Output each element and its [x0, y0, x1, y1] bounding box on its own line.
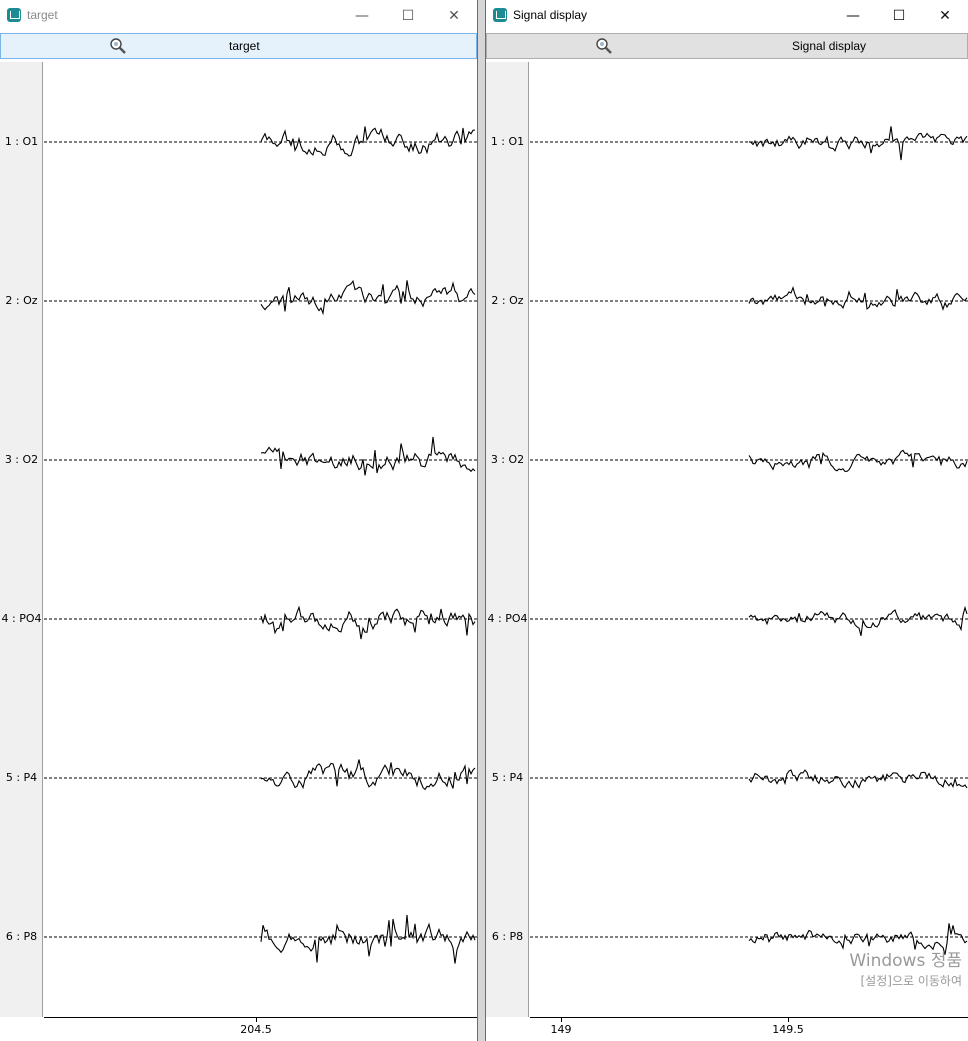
magnifier-icon	[110, 38, 126, 54]
activation-watermark-text: [설정]으로 이동하여	[860, 974, 963, 988]
channel-label: 5 : P4	[491, 771, 524, 784]
channel-label: 2 : Oz	[491, 294, 524, 307]
signal-display-window: Signal display — ☐ ✕ Signal display 1 : …	[485, 0, 968, 1041]
toolbar-label: Signal display	[792, 39, 867, 53]
signal-trace	[260, 279, 476, 316]
window-title: target	[27, 8, 58, 22]
axis-tick	[561, 1018, 562, 1022]
channel-label: 5 : P4	[5, 771, 38, 784]
zoom-toolbar-button[interactable]: target	[0, 33, 477, 59]
title-bar[interactable]: Signal display — ☐ ✕	[486, 0, 968, 31]
minimize-button[interactable]: —	[846, 7, 860, 24]
signal-trace	[748, 449, 968, 472]
window-title: Signal display	[513, 8, 588, 22]
channel-label: 1 : O1	[4, 135, 39, 148]
signal-plot[interactable]: 1 : O1 2 : Oz 3 : O2 4 : PO4 5 : P4 6 : P8 20…	[0, 62, 477, 1041]
channel-label: 4 : PO4	[1, 612, 42, 625]
title-bar[interactable]: target — ☐ ✕	[0, 0, 477, 31]
axis-tick-label: 149.5	[772, 1023, 804, 1036]
time-axis: 204.5	[44, 1017, 477, 1041]
channel-label: 3 : O2	[490, 453, 525, 466]
axis-tick	[256, 1018, 257, 1022]
signal-traces	[530, 126, 968, 955]
axis-tick-label: 149	[550, 1023, 572, 1036]
axis-tick-label: 204.5	[240, 1023, 272, 1036]
channel-label: 6 : P8	[491, 930, 524, 943]
signal-trace	[260, 436, 476, 476]
window-gap	[478, 0, 485, 1041]
channel-label-column	[0, 62, 43, 1017]
signal-trace	[748, 769, 968, 789]
channel-label: 4 : PO4	[487, 612, 528, 625]
time-axis: 149 149.5	[530, 1017, 968, 1041]
toolbar-label: target	[229, 39, 260, 53]
signal-traces	[44, 126, 477, 964]
channel-label: 1 : O1	[490, 135, 525, 148]
channel-label: 6 : P8	[5, 930, 38, 943]
minimize-button[interactable]: —	[355, 7, 369, 24]
magnifier-icon	[596, 38, 612, 54]
signal-plot[interactable]: 1 : O1 2 : Oz 3 : O2 4 : PO4 5 : P4 6 : P8 14…	[486, 62, 968, 1041]
signal-trace	[260, 759, 476, 791]
signal-trace	[748, 285, 968, 311]
zoom-toolbar-button[interactable]: Signal display	[486, 33, 968, 59]
signal-trace	[748, 923, 968, 955]
signal-trace	[260, 126, 476, 157]
axis-tick	[788, 1018, 789, 1022]
target-window: target — ☐ ✕ target 1 : O1 2 : Oz 3 : O2 4 …	[0, 0, 478, 1041]
app-icon	[493, 8, 507, 22]
channel-label: 3 : O2	[4, 453, 39, 466]
signal-trace	[748, 126, 968, 161]
close-button[interactable]: ✕	[448, 7, 460, 24]
maximize-button[interactable]: ☐	[892, 7, 906, 24]
channel-label-column	[486, 62, 529, 1017]
close-button[interactable]: ✕	[939, 7, 951, 24]
app-icon	[7, 8, 21, 22]
channel-label: 2 : Oz	[5, 294, 38, 307]
activation-watermark-title: Windows 정품	[849, 951, 962, 971]
signal-trace	[748, 605, 968, 636]
maximize-button[interactable]: ☐	[401, 7, 415, 24]
signal-trace	[260, 914, 476, 964]
signal-trace	[260, 605, 476, 640]
